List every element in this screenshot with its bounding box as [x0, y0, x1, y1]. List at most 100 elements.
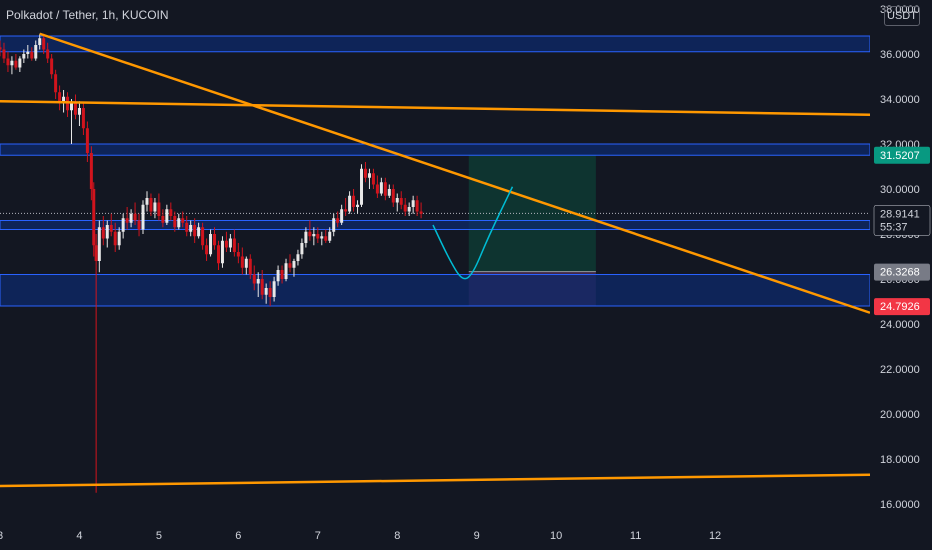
candle-body [92, 189, 96, 246]
candle-body [236, 252, 240, 257]
candle-body [268, 288, 272, 297]
candle-body [288, 263, 292, 268]
candle-body [46, 49, 50, 59]
candle-body [145, 198, 149, 205]
candle-body [308, 231, 312, 237]
candle-body [205, 245, 209, 255]
candle-body [415, 200, 419, 212]
candle-body [292, 261, 296, 268]
support-resistance-zone[interactable] [0, 274, 871, 307]
candle-body [161, 216, 165, 223]
candle-body [62, 96, 66, 104]
candle-body [30, 51, 34, 59]
candle-body [344, 209, 348, 212]
candle-body [77, 108, 81, 115]
y-tick-label: 34.0000 [880, 94, 920, 106]
candle-body [324, 236, 328, 241]
trendline[interactable] [0, 473, 871, 488]
candle-body [177, 218, 181, 228]
y-tick-label: 36.0000 [880, 49, 920, 61]
candle-body [387, 189, 391, 196]
candle-body [248, 258, 252, 275]
candle-body [320, 236, 324, 239]
price-label-box [874, 146, 930, 164]
candle-body [109, 225, 113, 232]
candle-body [58, 92, 62, 104]
support-resistance-zone[interactable] [0, 35, 871, 53]
candle-body [328, 231, 332, 241]
candle-body [407, 207, 411, 212]
candle-body [304, 231, 308, 243]
support-resistance-zone[interactable] [0, 143, 871, 156]
x-tick-label: 10 [550, 530, 562, 542]
y-tick-label: 24.0000 [880, 319, 920, 331]
candle-body [264, 288, 268, 295]
candle-body [276, 270, 280, 282]
candle-body [101, 227, 105, 239]
price-label-box [873, 205, 931, 236]
y-tick-label: 22.0000 [880, 364, 920, 376]
candle-body [6, 58, 10, 66]
candle-body [280, 270, 284, 279]
candle-body [50, 58, 54, 75]
y-tick-label: 16.0000 [880, 499, 920, 511]
candle-body [94, 245, 98, 261]
candle-body [216, 245, 220, 264]
candle-body [14, 60, 18, 68]
price-label-box [874, 263, 930, 281]
price-label-text: 26.3268 [880, 267, 920, 279]
price-projection-path[interactable] [432, 186, 514, 280]
candle-body [312, 234, 316, 237]
candle-body [141, 204, 145, 230]
candle-body [133, 213, 137, 221]
candle-body [22, 54, 26, 59]
candle-body [411, 200, 415, 207]
candle-body [185, 222, 189, 232]
y-tick-label: 38.0000 [880, 4, 920, 16]
candle-body [38, 38, 42, 45]
y-tick-label: 20.0000 [880, 409, 920, 421]
y-tick-label: 18.0000 [880, 454, 920, 466]
price-label-text: 28.9141 [880, 208, 920, 220]
candle-body [371, 173, 375, 185]
candle-body [181, 218, 185, 223]
candle-body [228, 238, 232, 248]
candle-body [244, 258, 248, 268]
candle-body [42, 38, 46, 50]
trendline[interactable] [39, 32, 871, 314]
candle-body [157, 202, 161, 216]
candle-body [169, 209, 173, 216]
candle-body [419, 211, 423, 214]
candle-body [256, 279, 260, 284]
candle-body [2, 49, 6, 59]
candle-body [240, 256, 244, 268]
candle-body [197, 227, 201, 237]
trendline[interactable] [0, 100, 871, 116]
candle-body [0, 47, 2, 50]
currency-button[interactable]: USDT [884, 6, 920, 26]
price-label-box [874, 298, 930, 316]
candle-body [340, 209, 344, 223]
candle-body [189, 225, 193, 232]
chart-title: Polkadot / Tether, 1h, KUCOIN [6, 8, 169, 22]
candle-body [81, 108, 85, 129]
candle-body [316, 234, 320, 239]
candle-body [252, 274, 256, 284]
candle-body [391, 189, 395, 203]
candle-body [209, 234, 213, 255]
candle-body [153, 202, 157, 212]
candle-body [85, 128, 89, 153]
candle-body [395, 198, 399, 203]
candle-body [403, 204, 407, 212]
x-tick-label: 11 [630, 530, 641, 542]
price-label-text: 31.5207 [880, 150, 920, 162]
x-tick-label: 12 [709, 530, 721, 542]
candle-body [125, 218, 129, 223]
time-axis[interactable] [0, 522, 932, 550]
candle-body [201, 227, 205, 246]
countdown-text: 55:37 [880, 221, 908, 233]
candle-body [89, 153, 93, 189]
candle-body [129, 213, 133, 223]
candle-body [375, 184, 379, 194]
